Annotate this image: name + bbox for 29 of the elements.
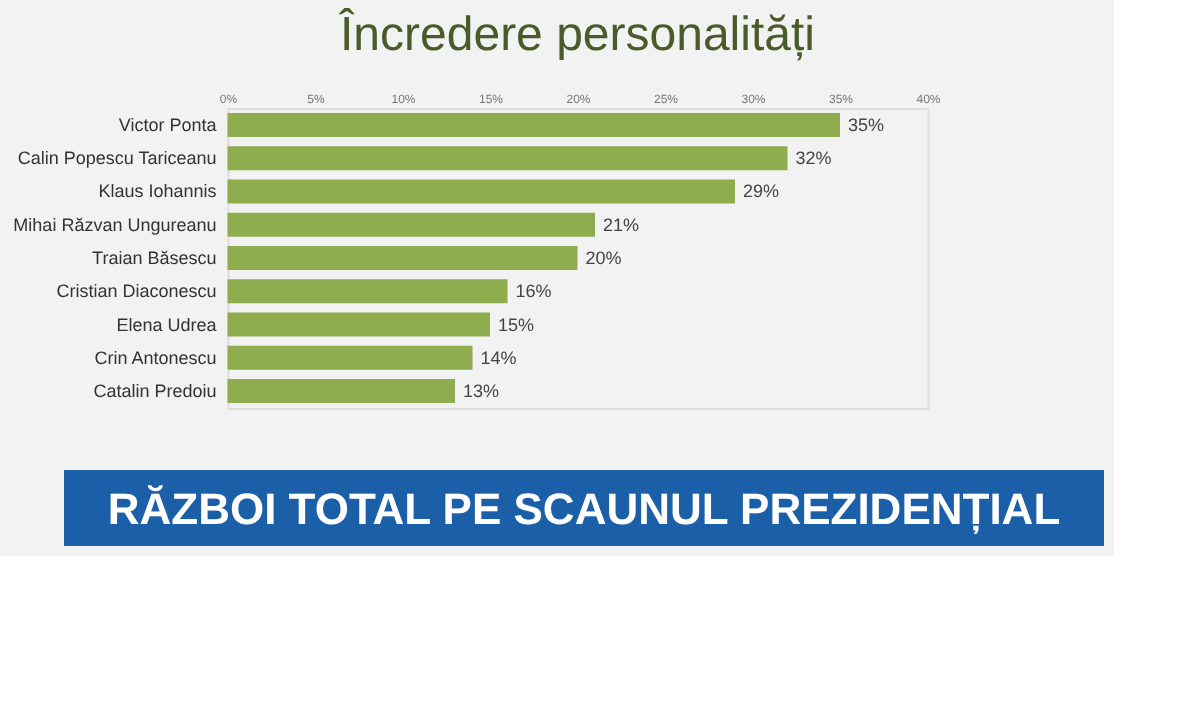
y-tick-label: Cristian Diaconescu [56, 281, 217, 302]
text: RĂZBOI TOTAL PE SCAUNUL PREZIDENȚIAL [107, 484, 1061, 534]
y-tick-label: Elena Udrea [116, 314, 217, 335]
data-label: 20% [585, 248, 622, 268]
y-tick-label: Victor Ponta [118, 114, 217, 135]
data-label: 13% [463, 381, 500, 402]
data-label: 32% [795, 148, 832, 169]
data-label: 15% [498, 314, 535, 335]
bar [227, 345, 473, 370]
bar [227, 312, 490, 337]
data-label: 29% [743, 181, 780, 202]
bar [227, 112, 840, 137]
y-tick-label: Crin Antonescu [94, 347, 217, 368]
bar [227, 279, 508, 304]
y-tick-label: Klaus Iohannis [98, 181, 218, 202]
bar [227, 146, 788, 171]
bar [227, 212, 595, 237]
y-tick-label: Mihai Răzvan Ungureanu [13, 214, 217, 235]
bar [227, 246, 578, 270]
data-label: 35% [848, 114, 885, 135]
data-label: 16% [515, 281, 552, 302]
data-label: 14% [480, 347, 517, 368]
bar [227, 379, 455, 404]
chart-title: Încredere personalități [338, 8, 815, 62]
data-label: 21% [603, 214, 640, 235]
y-tick-label: Traian Băsescu [92, 248, 217, 268]
y-tick-label: Calin Popescu Tariceanu [17, 148, 217, 169]
y-tick-label: Catalin Predoiu [93, 381, 217, 402]
bar [227, 179, 735, 204]
